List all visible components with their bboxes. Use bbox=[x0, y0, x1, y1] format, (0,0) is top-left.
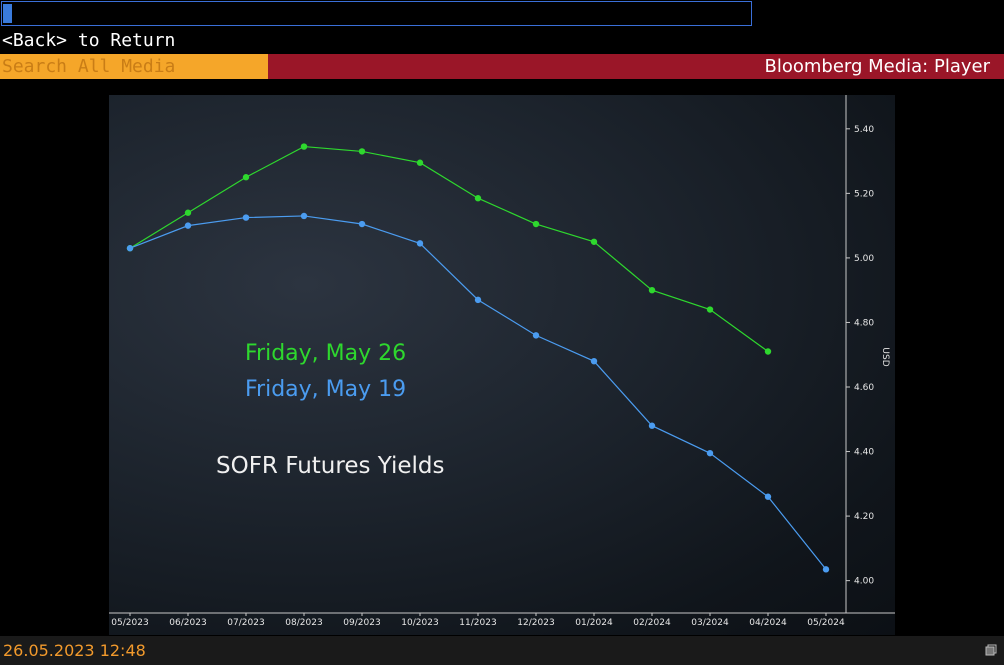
text-cursor bbox=[3, 4, 12, 23]
series-point-1 bbox=[126, 245, 134, 252]
series-point-0 bbox=[242, 174, 250, 181]
chart-title: SOFR Futures Yields bbox=[216, 453, 445, 479]
series-line-0 bbox=[129, 145, 769, 352]
series-point-0 bbox=[764, 348, 772, 355]
legend-series-may26: Friday, May 26 bbox=[245, 341, 407, 366]
series-point-1 bbox=[242, 214, 250, 221]
timestamp: 26.05.2023 12:48 bbox=[3, 641, 146, 660]
x-tick-label: 06/2023 bbox=[169, 618, 206, 628]
legend-series-may19: Friday, May 19 bbox=[245, 377, 407, 402]
back-to-return-link[interactable]: <Back> to Return bbox=[2, 30, 176, 51]
x-tick-label: 09/2023 bbox=[343, 618, 380, 628]
series-point-0 bbox=[648, 286, 656, 294]
y-tick-label: 5.40 bbox=[854, 125, 874, 135]
series-point-0 bbox=[532, 220, 540, 228]
search-media-input[interactable]: Search All Media bbox=[0, 54, 268, 79]
series-point-1 bbox=[764, 493, 772, 500]
y-tick-label: 4.60 bbox=[854, 383, 874, 393]
y-tick-label: 4.80 bbox=[854, 318, 874, 328]
y-tick-label: 5.00 bbox=[854, 254, 874, 264]
x-tick-label: 05/2023 bbox=[111, 618, 148, 628]
series-point-0 bbox=[474, 195, 482, 202]
x-tick-label: 04/2024 bbox=[749, 618, 787, 628]
status-bar: 26.05.2023 12:48 bbox=[0, 636, 1004, 665]
series-point-0 bbox=[300, 143, 308, 150]
series-point-0 bbox=[590, 238, 598, 245]
series-point-1 bbox=[184, 222, 192, 229]
series-point-1 bbox=[706, 449, 714, 457]
x-tick-label: 02/2024 bbox=[633, 618, 671, 628]
series-line-1 bbox=[129, 215, 827, 570]
y-tick-label: 4.00 bbox=[854, 577, 874, 587]
x-tick-label: 11/2023 bbox=[459, 618, 496, 628]
series-point-0 bbox=[706, 306, 714, 313]
x-tick-label: 07/2023 bbox=[227, 618, 264, 628]
series-point-0 bbox=[358, 148, 366, 155]
media-player[interactable]: 4.00 4.20 4.40 4.60 4.80 5.00 5.20 5.40 USD 05/20… bbox=[109, 95, 895, 635]
series-point-0 bbox=[184, 209, 192, 216]
series-point-1 bbox=[532, 332, 540, 339]
y-axis-label: USD bbox=[880, 347, 890, 366]
window-restore-icon[interactable] bbox=[985, 644, 997, 656]
series-point-1 bbox=[590, 357, 598, 365]
command-line-input[interactable] bbox=[1, 1, 752, 26]
series-point-1 bbox=[358, 220, 366, 228]
x-tick-label: 12/2023 bbox=[517, 618, 554, 628]
x-tick-label: 03/2024 bbox=[691, 618, 729, 628]
sofr-yields-chart: 4.00 4.20 4.40 4.60 4.80 5.00 5.20 5.40 USD 05/20… bbox=[109, 95, 895, 628]
series-point-1 bbox=[300, 212, 308, 220]
series-point-1 bbox=[648, 422, 656, 429]
series-point-1 bbox=[416, 240, 424, 247]
x-tick-label: 10/2023 bbox=[401, 618, 438, 628]
y-tick-label: 4.20 bbox=[854, 512, 874, 522]
page-title: Bloomberg Media: Player bbox=[268, 54, 1004, 79]
series-point-1 bbox=[822, 566, 830, 573]
series-point-0 bbox=[416, 159, 424, 166]
x-tick-label: 01/2024 bbox=[575, 618, 613, 628]
x-tick-label: 05/2024 bbox=[807, 618, 845, 628]
y-tick-label: 4.40 bbox=[854, 448, 874, 458]
series-point-1 bbox=[474, 296, 482, 304]
x-tick-label: 08/2023 bbox=[285, 618, 322, 628]
y-tick-label: 5.20 bbox=[854, 189, 874, 199]
